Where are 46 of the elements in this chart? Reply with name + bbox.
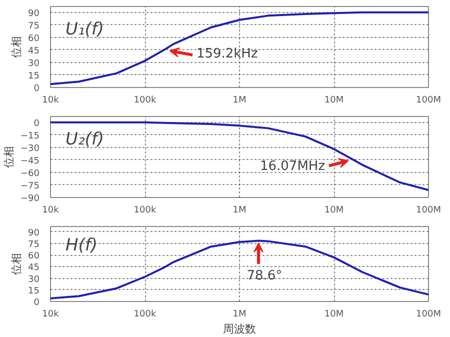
y-tick-label: −30 [20, 144, 40, 154]
y-tick-label: 0 [34, 118, 40, 129]
y-tick-label: 30 [28, 58, 40, 69]
x-tick-label: 100M [416, 310, 441, 320]
x-tick-label: 10k [42, 96, 60, 106]
y-tick-label: 90 [28, 228, 40, 238]
x-tick-label: 10k [42, 310, 60, 320]
x-tick-label: 1M [232, 310, 246, 320]
text: U₁(f) [66, 20, 104, 40]
x-tick-label: 100M [416, 96, 441, 106]
y-tick-label: 15 [28, 286, 40, 296]
y-axis-title: 位相 [10, 253, 24, 275]
x-tick-label: 100k [134, 96, 157, 106]
text: U₂(f) [66, 130, 104, 150]
y-tick-label: 75 [28, 240, 40, 250]
y-tick-label: 0 [34, 298, 40, 308]
y-tick-label: 45 [28, 46, 40, 56]
y-tick-label: −75 [20, 181, 40, 192]
text: H(f) [66, 236, 98, 256]
y-tick-label: −45 [20, 156, 40, 166]
x-tick-label: 100k [134, 206, 157, 216]
x-tick-label: 100M [416, 206, 441, 216]
y-tick-label: −90 [20, 194, 40, 204]
y-tick-label: 90 [28, 8, 40, 19]
y-axis-title: 位相 [10, 36, 24, 58]
x-tick-label: 10k [42, 206, 60, 216]
y-tick-label: −60 [20, 168, 40, 179]
y-tick-label: 30 [28, 274, 40, 285]
y-tick-label: 45 [28, 263, 40, 274]
x-tick-label: 1M [232, 206, 246, 216]
x-tick-label: 10M [324, 96, 344, 106]
x-axis-title: 周波数 [223, 322, 256, 336]
x-tick-label: 1M [232, 96, 246, 106]
annotation: 159.2kHz [196, 46, 258, 62]
y-tick-label: 15 [28, 71, 40, 82]
annotation: 78.6° [246, 268, 282, 284]
y-axis-title: 位相 [2, 146, 16, 168]
x-tick-label: 100k [134, 310, 157, 320]
y-tick-label: 60 [28, 252, 40, 262]
annotation: 16.07MHz [260, 159, 326, 174]
y-tick-label: 75 [28, 21, 40, 32]
x-tick-label: 10M [324, 206, 344, 216]
y-tick-label: 0 [34, 84, 40, 94]
y-tick-label: −15 [20, 131, 40, 142]
y-tick-label: 60 [28, 34, 40, 44]
x-tick-label: 10M [324, 310, 344, 320]
